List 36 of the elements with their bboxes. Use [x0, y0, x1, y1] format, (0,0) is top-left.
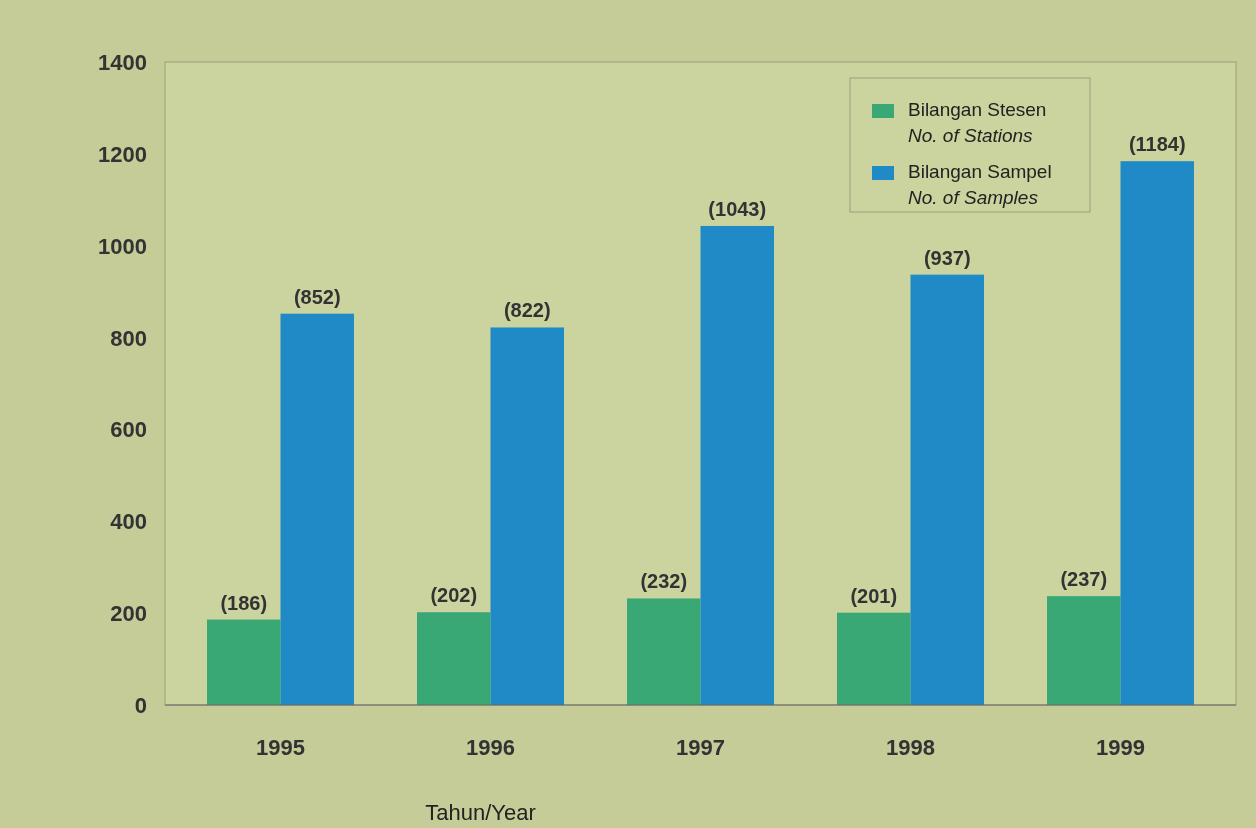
bar [1120, 161, 1194, 705]
data-label: (186) [220, 591, 268, 614]
data-label: (1184) [1128, 133, 1186, 156]
legend-label: Bilangan Stesen No. of Stations [908, 99, 1047, 146]
y-tick-label: 0 [134, 693, 147, 718]
bar [1047, 596, 1121, 705]
x-axis-title: Tahun/Year [425, 800, 536, 825]
bar [700, 225, 774, 705]
bar [627, 598, 701, 705]
x-tick-label: 1999 [1096, 735, 1145, 760]
y-tick-label: 1000 [98, 233, 147, 259]
y-tick-label: 800 [110, 325, 147, 351]
bar [837, 612, 911, 705]
y-tick-label: 1400 [98, 50, 147, 75]
data-label: (937) [923, 246, 971, 269]
bar [490, 327, 564, 705]
x-tick-label: 1996 [466, 735, 515, 760]
bar [207, 619, 281, 705]
x-tick-label: 1997 [676, 735, 725, 760]
data-label: (232) [640, 570, 688, 593]
bar [417, 612, 491, 705]
y-tick-label: 400 [110, 509, 147, 535]
y-tick-label: 1200 [98, 141, 147, 167]
bar [910, 274, 984, 705]
y-tick-label: 600 [110, 417, 147, 443]
legend-label: Bilangan Sampel No. of Samples [908, 161, 1052, 208]
x-tick-label: 1998 [886, 735, 935, 760]
data-label: (202) [430, 584, 478, 607]
x-tick-label: 1995 [256, 735, 305, 760]
data-label: (822) [503, 299, 551, 322]
data-label: (852) [293, 285, 341, 308]
data-label: (237) [1060, 568, 1108, 591]
data-label: (201) [850, 584, 898, 607]
bar [280, 313, 354, 705]
data-label: (1043) [708, 197, 767, 220]
y-tick-label: 200 [110, 601, 147, 627]
